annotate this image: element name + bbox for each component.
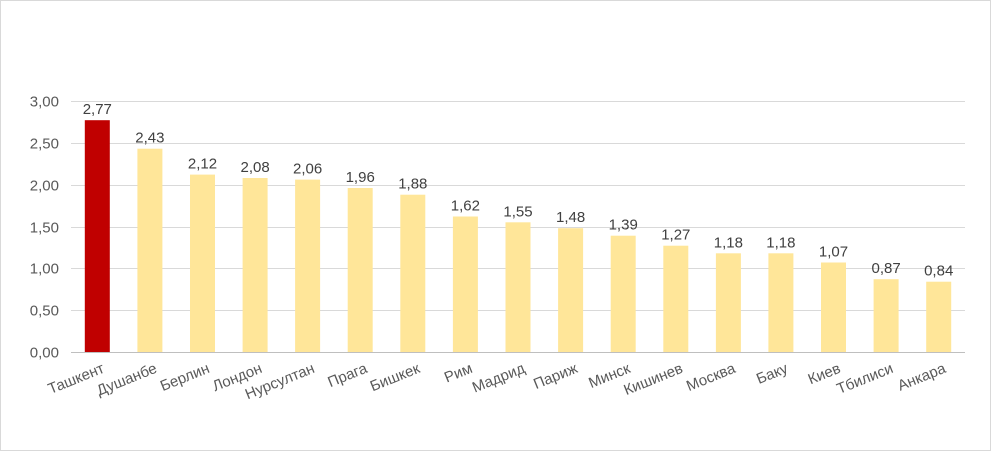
bar-3 (190, 174, 215, 352)
bar-7 (400, 194, 426, 352)
category-label: Прага (325, 360, 370, 391)
bar-4 (242, 178, 268, 352)
data-label: 1,07 (819, 244, 848, 261)
y-tick-label: 0,00 (30, 345, 59, 362)
bar-1 (84, 120, 110, 352)
data-label: 0,87 (871, 260, 900, 277)
data-label: 2,06 (293, 161, 322, 178)
bar-17 (926, 281, 952, 352)
data-label: 1,39 (609, 217, 638, 234)
y-tick-label: 0,50 (30, 303, 59, 320)
category-label: Тбилиси (834, 360, 895, 398)
bar-10 (558, 228, 584, 352)
y-tick-label: 3,00 (30, 94, 59, 111)
y-tick-label: 1,00 (30, 261, 59, 278)
data-label: 1,48 (556, 209, 585, 226)
data-label: 1,55 (503, 203, 532, 220)
bar-5 (295, 179, 321, 352)
bar-2 (137, 148, 163, 352)
category-label: Баку (754, 360, 791, 388)
data-label: 2,43 (135, 130, 164, 147)
category-label: Берлин (158, 360, 212, 395)
bar-13 (715, 253, 741, 352)
data-label: 1,27 (661, 227, 690, 244)
bar-15 (821, 262, 846, 352)
y-tick-label: 1,50 (30, 220, 59, 237)
category-label: Анкара (895, 360, 949, 395)
bar-16 (873, 279, 899, 352)
data-label: 2,12 (188, 156, 217, 173)
data-labels: 2,77 2,43 2,12 2,08 2,06 1,96 1,88 1,62 1,55 1,48… (83, 101, 954, 280)
data-label: 1,88 (398, 176, 427, 193)
bar-6 (347, 188, 373, 352)
category-label: Бишкек (368, 360, 423, 395)
data-label: 1,18 (714, 234, 743, 251)
category-label: Мадрид (470, 360, 528, 397)
y-tick-label: 2,00 (30, 178, 59, 195)
data-label: 1,96 (346, 169, 375, 186)
category-label: Душанбе (94, 360, 159, 400)
data-label: 2,08 (240, 159, 269, 176)
bars (84, 120, 952, 352)
bar-12 (663, 245, 689, 352)
bar-14 (768, 253, 794, 352)
bar-11 (610, 235, 636, 352)
data-label: 1,18 (766, 234, 795, 251)
category-label: Кишинев (621, 360, 685, 399)
data-label: 2,77 (83, 101, 112, 118)
bar-8 (452, 216, 478, 352)
category-label: Москва (684, 360, 738, 395)
y-axis-ticks: 0,00 0,50 1,00 1,50 2,00 2,50 3,00 (30, 94, 59, 362)
y-tick-label: 2,50 (30, 136, 59, 153)
data-label: 0,84 (924, 263, 953, 280)
bar-9 (505, 222, 531, 352)
category-label: Париж (531, 360, 580, 393)
data-label: 1,62 (451, 198, 480, 215)
